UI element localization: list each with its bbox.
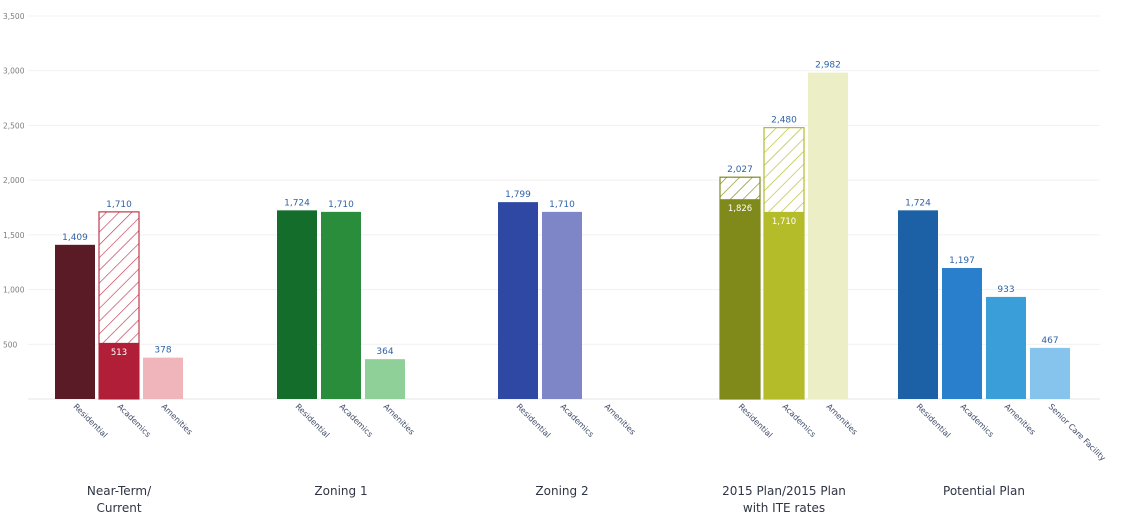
bar-academics [99, 342, 139, 399]
bar-senior-care-facility [1030, 347, 1070, 399]
group-label: Near-Term/ [87, 484, 152, 498]
bar-residential [277, 210, 317, 399]
data-label: 933 [997, 285, 1014, 295]
data-label: 513 [111, 348, 127, 358]
y-tick-label: 3,500 [3, 12, 25, 21]
category-label: Amenities [382, 402, 417, 437]
group-label: 2015 Plan/2015 Plan [722, 484, 846, 498]
category-label: Academics [781, 402, 818, 439]
data-label: 1,710 [772, 217, 796, 227]
bar-residential [720, 199, 760, 399]
category-label: Academics [959, 402, 996, 439]
data-label: 2,027 [727, 165, 753, 175]
data-label: 1,710 [328, 200, 354, 210]
category-label: Residential [915, 402, 953, 440]
bar-residential [55, 244, 95, 399]
group-label: Current [96, 501, 141, 515]
category-label: Residential [294, 402, 332, 440]
group-label: Potential Plan [943, 484, 1025, 498]
bar-amenities [808, 72, 848, 400]
data-label: 1,197 [949, 256, 975, 266]
category-label: Academics [116, 402, 153, 439]
bars [55, 72, 1070, 400]
category-label: Amenities [160, 402, 195, 437]
category-label: Amenities [825, 402, 860, 437]
category-label: Academics [559, 402, 596, 439]
data-label: 1,724 [905, 198, 931, 208]
data-label: 1,826 [728, 204, 752, 214]
data-label: 1,710 [549, 200, 575, 210]
group-label: Zoning 2 [535, 484, 588, 498]
data-label: 378 [154, 346, 171, 356]
bar-amenities [143, 357, 183, 399]
data-label: 1,409 [62, 233, 88, 243]
y-tick-label: 1,500 [3, 231, 25, 240]
y-tick-label: 2,500 [3, 121, 25, 130]
bar-academics [542, 211, 582, 399]
y-tick-label: 3,000 [3, 67, 25, 76]
data-label: 1,710 [106, 200, 132, 210]
bar-amenities [986, 296, 1026, 399]
data-label: 467 [1041, 336, 1058, 346]
bar-academics [321, 211, 361, 399]
data-label: 2,982 [815, 61, 841, 71]
category-label: Academics [338, 402, 375, 439]
data-label: 2,480 [771, 116, 797, 126]
y-tick-label: 2,000 [3, 176, 25, 185]
category-label: Residential [515, 402, 553, 440]
y-tick-label: 1,000 [3, 286, 25, 295]
category-label: Amenities [1003, 402, 1038, 437]
group-label: Zoning 1 [314, 484, 367, 498]
bar-amenities [365, 359, 405, 399]
category-label: Amenities [603, 402, 638, 437]
data-label: 1,799 [505, 190, 531, 200]
category-label: Residential [737, 402, 775, 440]
data-label: 1,724 [284, 198, 310, 208]
bar-academics [942, 268, 982, 399]
category-label: Senior Care Facility [1047, 402, 1108, 463]
bar-academics [764, 211, 804, 399]
bar-residential [498, 202, 538, 399]
group-label: with ITE rates [743, 501, 825, 515]
category-label: Residential [72, 402, 110, 440]
data-label: 364 [376, 347, 393, 357]
bar-residential [898, 210, 938, 399]
y-axis-ticks: 500 1,000 1,500 2,000 2,500 3,000 3,500 [3, 12, 25, 349]
y-tick-label: 500 [3, 340, 18, 349]
